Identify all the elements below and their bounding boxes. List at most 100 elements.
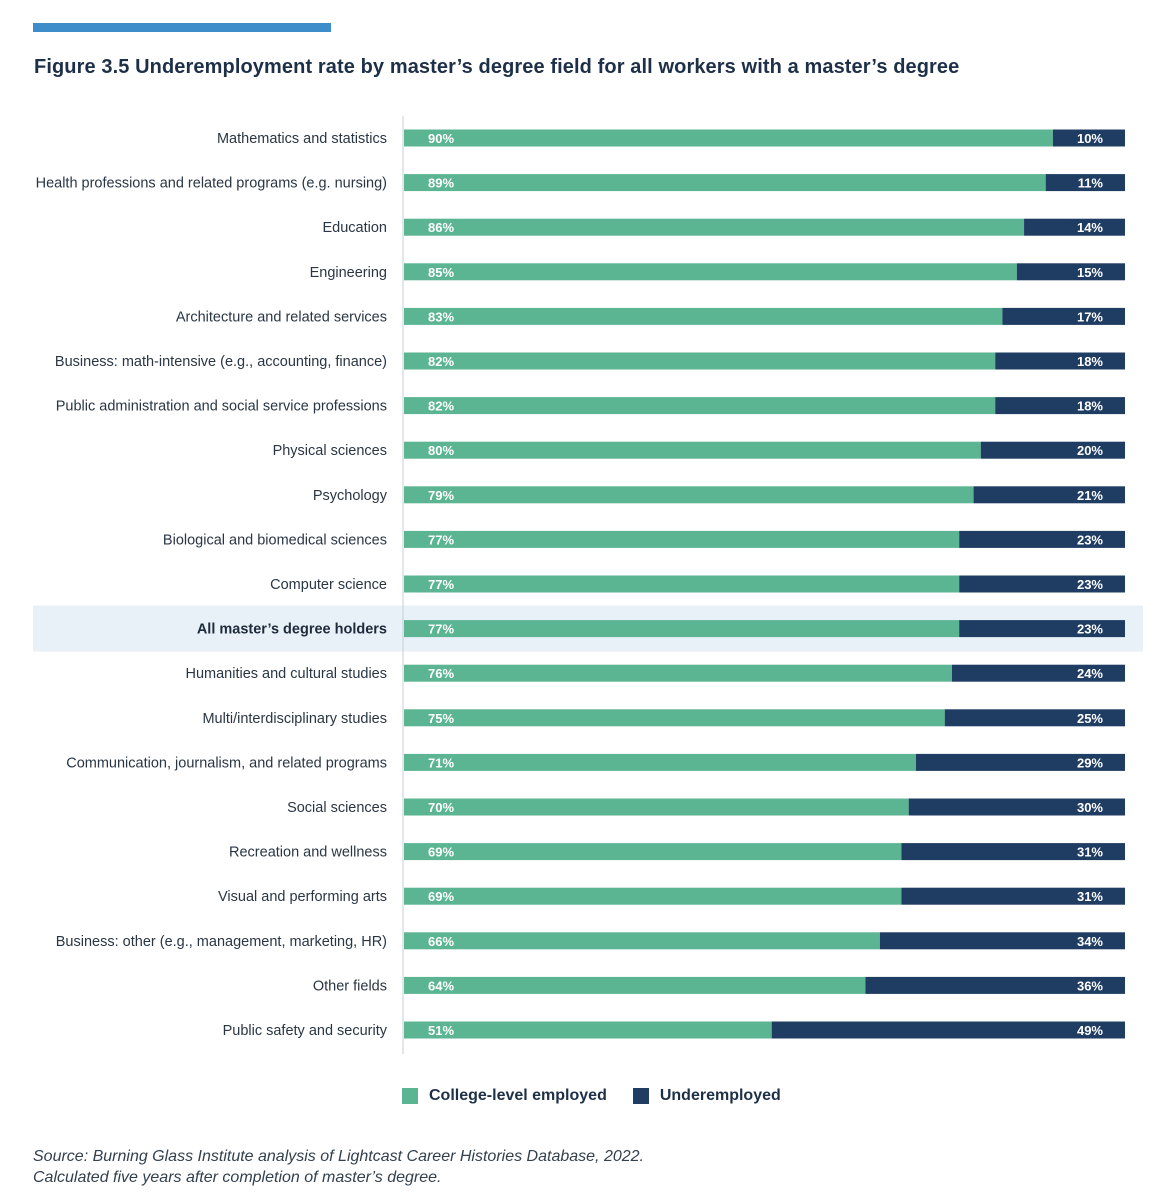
bar-employed [404,352,996,370]
bar-employed [404,129,1053,147]
category-label: Health professions and related programs … [36,176,387,192]
legend-swatch-employed [402,1088,418,1104]
category-label: Physical sciences [273,443,387,459]
legend: College-level employed Underemployed [402,1087,807,1105]
category-label: Business: math-intensive (e.g., accounti… [55,354,387,370]
bar-underemployed [944,709,1125,727]
value-label-underemployed: 20% [1077,443,1103,458]
bar-underemployed [959,575,1125,593]
legend-item-employed: College-level employed [402,1087,607,1105]
source-note: Source: Burning Glass Institute analysis… [33,1146,644,1188]
bar-underemployed [1024,218,1125,236]
bar-employed [404,397,996,415]
bar-underemployed [995,397,1125,415]
category-label: Other fields [313,978,387,994]
value-label-employed: 64% [428,978,454,993]
category-label: Architecture and related services [176,309,387,325]
source-line-1: Source: Burning Glass Institute analysis… [33,1148,644,1165]
value-label-underemployed: 21% [1077,488,1103,503]
bar-underemployed [951,664,1125,682]
bar-underemployed [959,530,1125,548]
value-label-employed: 51% [428,1023,454,1038]
value-label-employed: 77% [428,622,454,637]
bar-employed [404,887,902,905]
value-label-underemployed: 17% [1077,309,1103,324]
category-label: Public safety and security [223,1023,388,1039]
bar-underemployed [915,753,1125,771]
bar-employed [404,664,952,682]
category-label: Visual and performing arts [218,889,387,905]
bar-employed [404,307,1003,325]
category-label: Social sciences [287,800,387,816]
value-label-underemployed: 14% [1077,220,1103,235]
category-label: Education [323,220,388,236]
bar-employed [404,174,1046,192]
value-label-underemployed: 15% [1077,265,1103,280]
bar-employed [404,530,960,548]
bar-underemployed [980,441,1125,459]
value-label-underemployed: 31% [1077,845,1103,860]
category-label: Psychology [313,488,388,504]
bar-underemployed [879,932,1125,950]
bar-employed [404,263,1017,281]
category-label: Computer science [270,577,387,593]
value-label-underemployed: 23% [1077,622,1103,637]
value-label-employed: 69% [428,845,454,860]
legend-item-underemployed: Underemployed [632,1087,781,1105]
bar-employed [404,486,974,504]
bar-underemployed [865,976,1125,994]
value-label-employed: 79% [428,488,454,503]
category-label: Business: other (e.g., management, marke… [56,934,387,950]
accent-rule [33,23,331,32]
value-label-underemployed: 34% [1077,934,1103,949]
value-label-underemployed: 30% [1077,800,1103,815]
value-label-employed: 77% [428,532,454,547]
value-label-underemployed: 23% [1077,577,1103,592]
value-label-underemployed: 18% [1077,399,1103,414]
category-label: Recreation and wellness [229,845,387,861]
value-label-employed: 82% [428,399,454,414]
bar-underemployed [1052,129,1125,147]
bar-underemployed [901,887,1125,905]
bar-underemployed [959,620,1125,638]
value-label-underemployed: 36% [1077,978,1103,993]
category-label: Humanities and cultural studies [186,666,388,682]
bar-employed [404,798,909,816]
legend-label-employed: College-level employed [429,1087,607,1104]
bar-employed [404,218,1025,236]
value-label-underemployed: 10% [1077,131,1103,146]
category-label: Mathematics and statistics [217,131,387,147]
bar-employed [404,575,960,593]
bar-underemployed [1016,263,1125,281]
value-label-underemployed: 29% [1077,755,1103,770]
value-label-employed: 77% [428,577,454,592]
value-label-underemployed: 49% [1077,1023,1103,1038]
value-label-employed: 80% [428,443,454,458]
value-label-employed: 86% [428,220,454,235]
bar-underemployed [771,1021,1125,1039]
category-label: Multi/interdisciplinary studies [202,711,387,727]
bar-underemployed [1045,174,1125,192]
value-label-employed: 66% [428,934,454,949]
figure-title: Figure 3.5 Underemployment rate by maste… [34,56,960,78]
value-label-underemployed: 23% [1077,532,1103,547]
category-label: Engineering [310,265,387,281]
bar-employed [404,843,902,861]
value-label-employed: 69% [428,889,454,904]
bar-employed [404,709,945,727]
value-label-employed: 71% [428,755,454,770]
category-label: Communication, journalism, and related p… [66,755,387,771]
bar-employed [404,753,916,771]
category-label: Biological and biomedical sciences [163,532,387,548]
category-label: All master’s degree holders [197,622,387,638]
value-label-underemployed: 31% [1077,889,1103,904]
bar-underemployed [995,352,1125,370]
legend-label-underemployed: Underemployed [659,1087,781,1104]
value-label-employed: 83% [428,309,454,324]
value-label-underemployed: 11% [1078,176,1104,191]
bar-employed [404,441,981,459]
bar-employed [404,1021,772,1039]
value-label-employed: 76% [428,666,454,681]
bar-underemployed [1002,307,1125,325]
